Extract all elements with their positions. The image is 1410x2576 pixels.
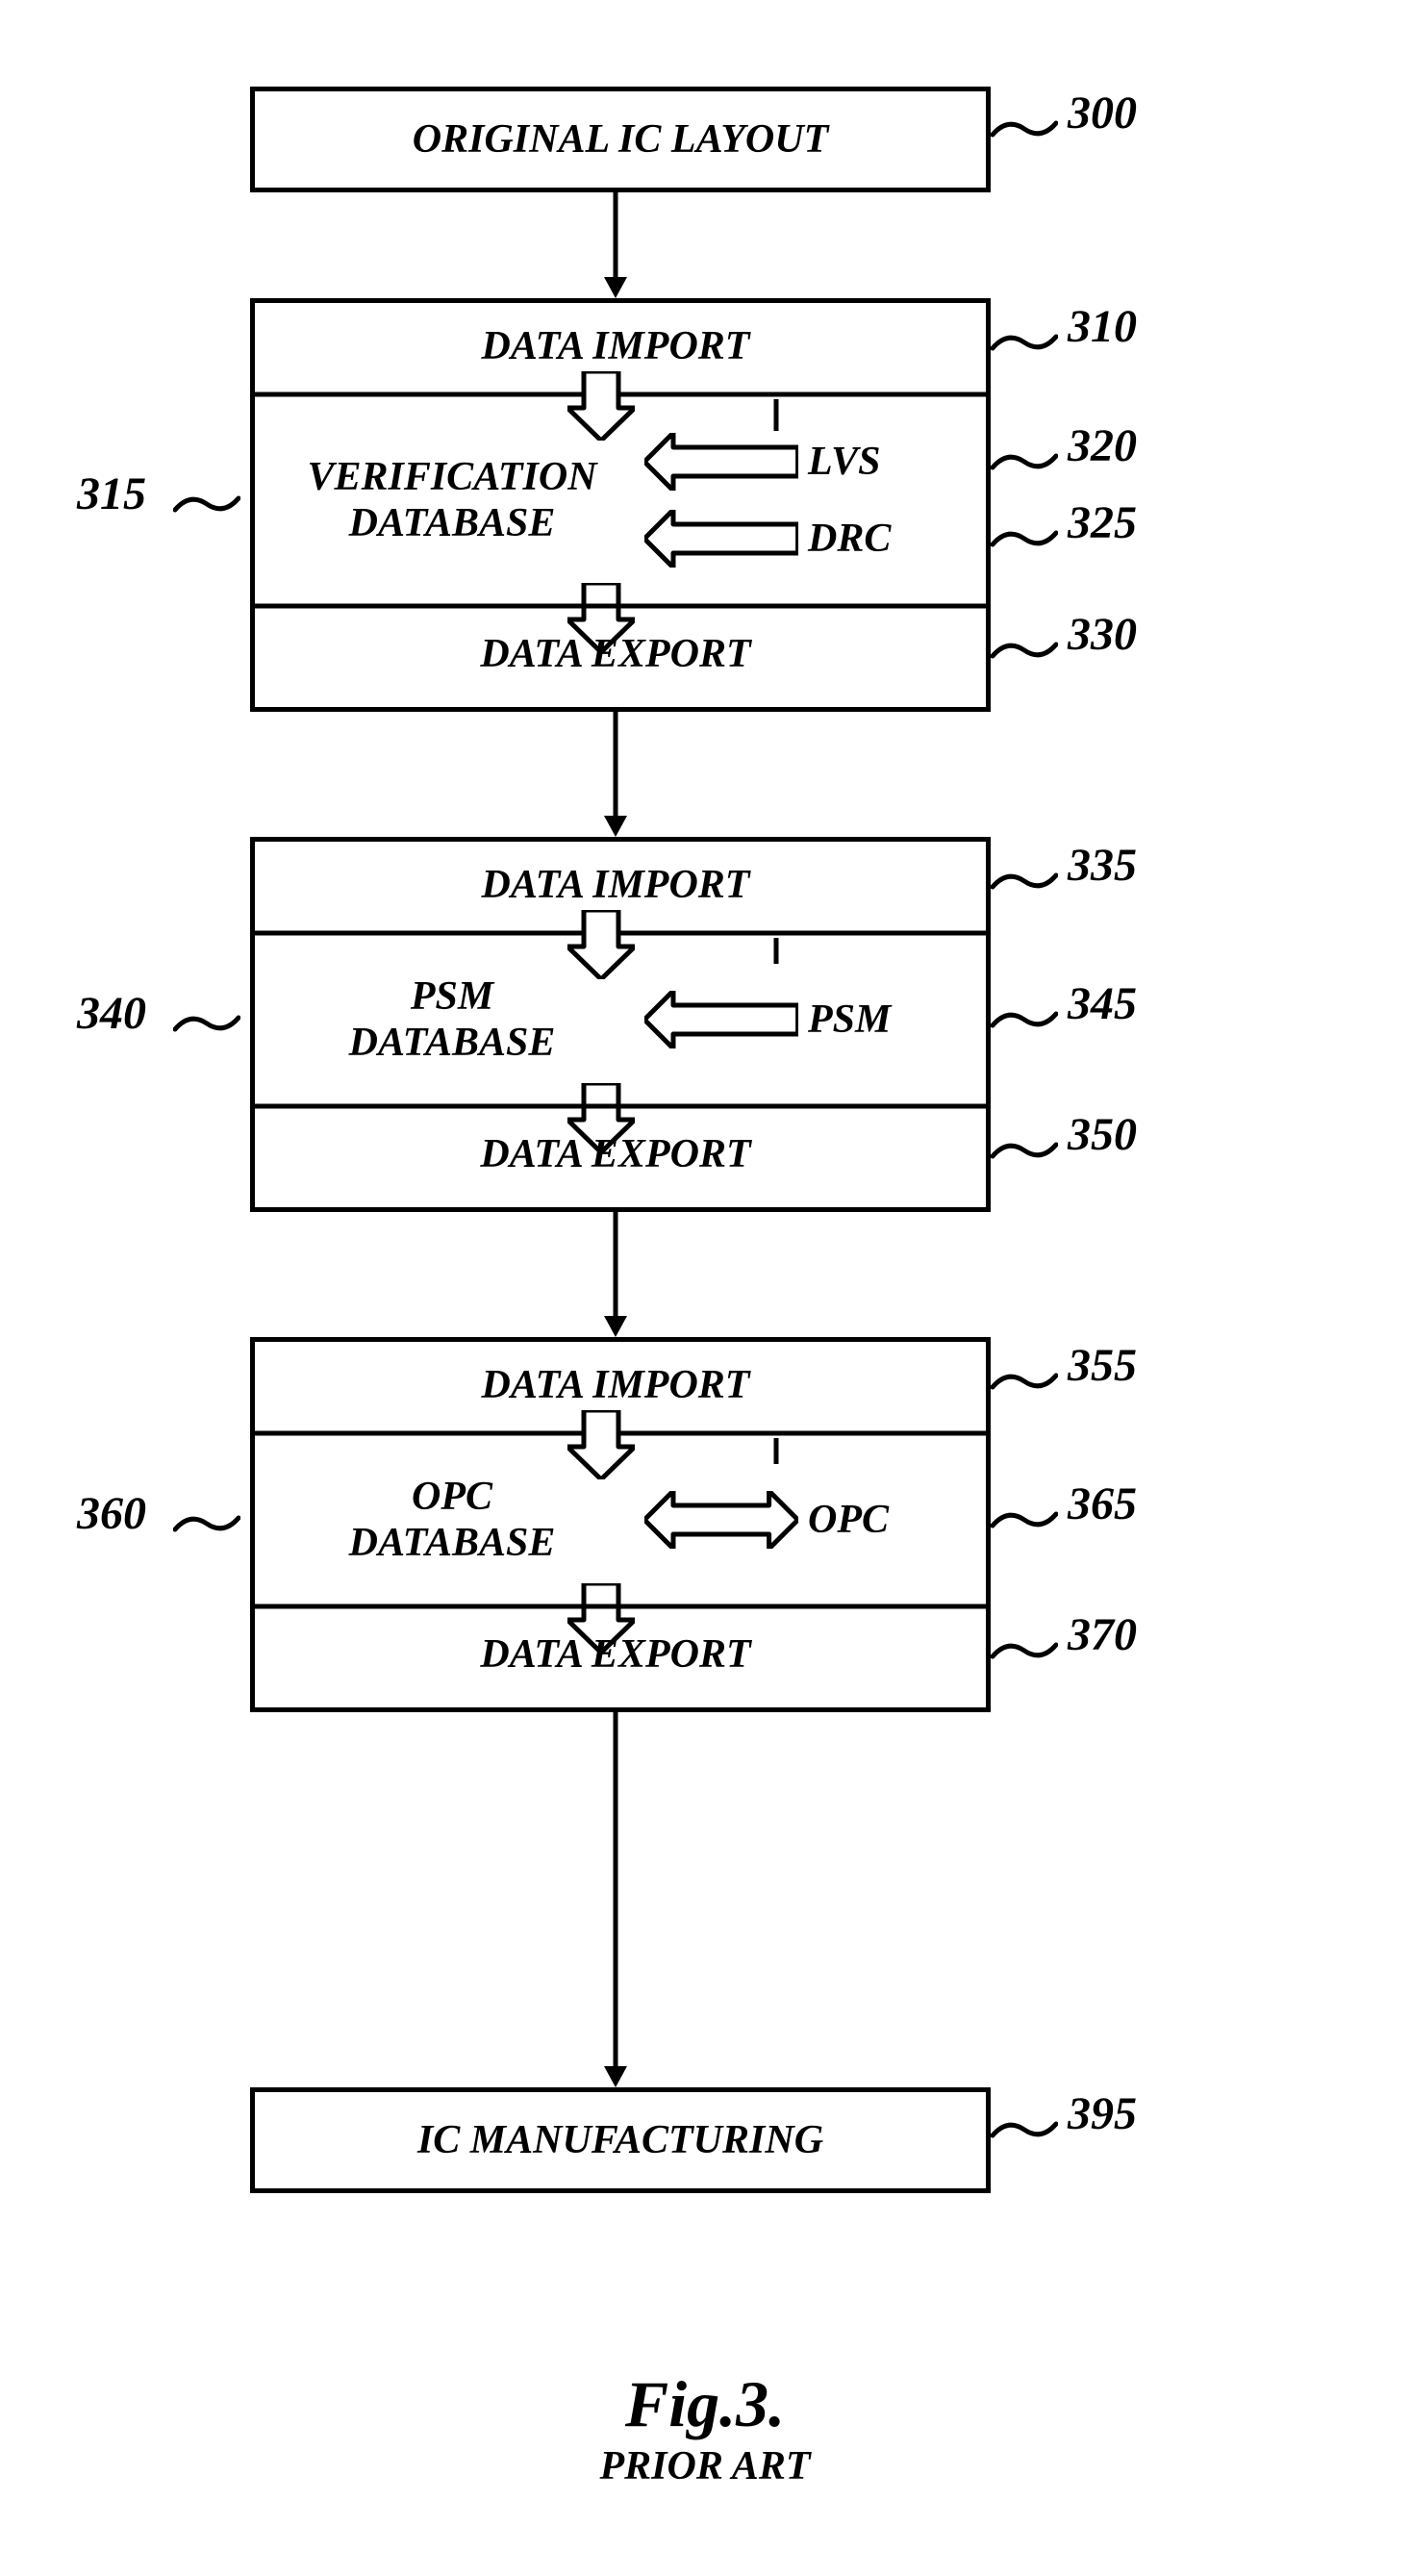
right-item-text: DRC [808, 516, 971, 562]
down-arrow [596, 1707, 635, 2087]
row-divider [250, 1101, 991, 1111]
block-arrow-left [644, 991, 798, 1048]
down-arrow [596, 707, 635, 837]
row-text: DATA EXPORT [250, 631, 981, 677]
ref-label: 335 [1068, 839, 1137, 892]
database-label: VERIFICATIONDATABASE [289, 454, 616, 547]
figure-subtitle: PRIOR ART [0, 2443, 1410, 2489]
block-arrow-down [567, 910, 635, 979]
tilde-lead [173, 1010, 240, 1037]
database-label: OPCDATABASE [289, 1474, 616, 1567]
tilde-lead [991, 1368, 1058, 1395]
tilde-lead [173, 491, 240, 518]
figure-title: Fig.3. [0, 2366, 1410, 2442]
tee-stem [767, 938, 786, 973]
ref-label: 365 [1068, 1477, 1137, 1530]
database-label: PSMDATABASE [289, 973, 616, 1067]
tilde-lead [991, 448, 1058, 475]
tee-stem [767, 399, 786, 441]
row-text: DATA IMPORT [250, 1362, 981, 1408]
ref-label: 310 [1068, 300, 1137, 353]
ref-label: 330 [1068, 608, 1137, 661]
tilde-lead [991, 1137, 1058, 1164]
tilde-lead [991, 1637, 1058, 1664]
tilde-lead [991, 1006, 1058, 1033]
ref-label: 395 [1068, 2087, 1137, 2140]
row-text: DATA IMPORT [250, 862, 981, 908]
tilde-lead [991, 329, 1058, 356]
ref-label: 325 [1068, 496, 1137, 549]
ref-label: 370 [1068, 1608, 1137, 1661]
ic-manufacturing-box: IC MANUFACTURING [250, 2087, 991, 2193]
block-arrow-left [644, 510, 798, 568]
ref-label: 355 [1068, 1339, 1137, 1392]
ref-label: 360 [77, 1487, 146, 1540]
tilde-lead [173, 1510, 240, 1537]
row-text: DATA EXPORT [250, 1131, 981, 1177]
block-arrow-down [567, 1410, 635, 1479]
tee-stem [767, 1438, 786, 1474]
tilde-lead [991, 637, 1058, 664]
row-divider [250, 601, 991, 611]
original-ic-layout-box: ORIGINAL IC LAYOUT [250, 87, 991, 192]
row-divider [250, 1602, 991, 1611]
ic-manufacturing-box-text: IC MANUFACTURING [417, 2118, 823, 2162]
ref-label: 320 [1068, 419, 1137, 472]
tilde-lead [991, 115, 1058, 142]
down-arrow [596, 188, 635, 298]
ref-label: 350 [1068, 1108, 1137, 1161]
block-arrow-left [644, 433, 798, 491]
right-item-text: PSM [808, 997, 971, 1043]
ref-label: 345 [1068, 977, 1137, 1030]
row-text: DATA EXPORT [250, 1631, 981, 1678]
ref-label: 315 [77, 467, 146, 520]
block-arrow-bidir [644, 1491, 798, 1549]
ref-label: 300 [1068, 87, 1137, 139]
tilde-lead [991, 525, 1058, 552]
ref-label: 340 [77, 987, 146, 1040]
original-ic-layout-box-text: ORIGINAL IC LAYOUT [413, 117, 829, 162]
block-arrow-down [567, 371, 635, 441]
tilde-lead [991, 2116, 1058, 2143]
right-item-text: LVS [808, 439, 971, 485]
right-item-text: OPC [808, 1497, 971, 1543]
tilde-lead [991, 1506, 1058, 1533]
down-arrow [596, 1207, 635, 1337]
row-text: DATA IMPORT [250, 323, 981, 369]
tilde-lead [991, 868, 1058, 895]
